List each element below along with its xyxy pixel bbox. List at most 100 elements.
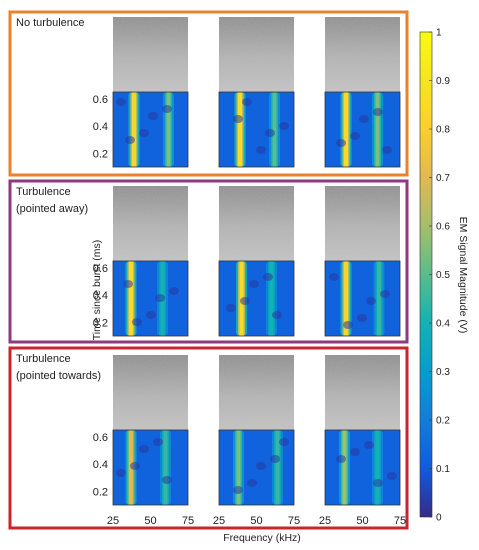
low-signal-spot — [272, 311, 282, 319]
condition-title-line: Turbulence — [16, 186, 71, 198]
frequency-band — [344, 261, 348, 336]
schlieren-image — [325, 186, 400, 261]
low-signal-spot — [263, 273, 273, 281]
y-axis-label: Time since burst (ms) — [91, 240, 103, 341]
x-tick-label: 50 — [144, 515, 156, 527]
schlieren-image — [219, 186, 294, 261]
low-signal-spot — [382, 146, 392, 154]
frequency-band — [375, 430, 380, 505]
condition-panels: No turbulence 0.6 0.4 0.2 Turbulence (pointed… — [8, 10, 409, 530]
y-tick-label: 0.4 — [93, 121, 108, 133]
schlieren-image — [325, 355, 400, 430]
x-tick-label: 75 — [288, 515, 300, 527]
condition-title: Turbulence (pointed away) — [16, 186, 88, 215]
colorbar-tick-label: 0.8 — [436, 125, 450, 136]
low-signal-spot — [279, 122, 289, 130]
frequency-band — [272, 92, 277, 167]
low-signal-spot — [329, 273, 339, 281]
y-tick-label: 0.6 — [93, 263, 108, 275]
low-signal-spot — [336, 455, 346, 463]
low-signal-spot — [139, 445, 149, 453]
colorbar-tick-label: 0.3 — [436, 367, 450, 378]
heatmap-background — [113, 92, 188, 167]
low-signal-spot — [226, 304, 236, 312]
condition-title-line: (pointed towards) — [16, 370, 101, 382]
low-signal-spot — [256, 146, 266, 154]
low-signal-spot — [139, 129, 149, 137]
y-tick-label: 0.4 — [93, 459, 108, 471]
low-signal-spot — [256, 462, 266, 470]
heatmap-border — [112, 91, 189, 168]
low-signal-spot — [233, 115, 243, 123]
schlieren-image — [219, 17, 294, 92]
x-axis-label: Frequency (kHz) — [223, 532, 301, 544]
heatmap-border — [218, 260, 295, 337]
condition-title: No turbulence — [16, 17, 85, 29]
spectrogram-heatmap — [219, 92, 294, 167]
low-signal-spot — [249, 280, 259, 288]
heatmap-border — [112, 429, 189, 506]
low-signal-spot — [233, 486, 243, 494]
frequency-band — [132, 92, 136, 167]
low-signal-spot — [279, 438, 289, 446]
heatmap-background — [113, 261, 188, 336]
low-signal-spot — [240, 297, 250, 305]
condition-panel: Turbulence (pointed away) 0.6 0.4 0.2 — [8, 179, 409, 344]
frequency-band — [166, 92, 171, 167]
low-signal-spot — [123, 280, 133, 288]
schlieren-image — [113, 17, 188, 92]
low-signal-spot — [132, 318, 142, 326]
colorbar-tick-label: 0.5 — [436, 270, 450, 281]
low-signal-spot — [146, 311, 156, 319]
low-signal-spot — [343, 321, 353, 329]
colorbar-tick-label: 0.6 — [436, 222, 450, 233]
frequency-band — [342, 430, 347, 505]
colorbar-tick-label: 0.7 — [436, 173, 450, 184]
spectrogram-heatmap — [219, 261, 294, 336]
schlieren-image — [113, 355, 188, 430]
condition-title: Turbulence (pointed towards) — [16, 353, 101, 382]
low-signal-spot — [359, 115, 369, 123]
low-signal-spot — [155, 294, 165, 302]
heatmap-background — [219, 92, 294, 167]
spectrogram-heatmap — [325, 430, 400, 505]
y-tick-label: 0.2 — [93, 486, 108, 498]
frequency-band — [269, 261, 274, 336]
colorbar-label: EM Signal Magnitude (V) — [457, 217, 469, 334]
low-signal-spot — [270, 455, 280, 463]
condition-title-line: No turbulence — [16, 17, 85, 29]
low-signal-spot — [242, 98, 252, 106]
low-signal-spot — [366, 297, 376, 305]
y-tick-label: 0.2 — [93, 317, 108, 329]
condition-panel: Turbulence (pointed towards) 0.6 0.4 0.2 25 50… — [8, 346, 409, 530]
heatmap-background — [113, 430, 188, 505]
condition-title-line: Turbulence — [16, 353, 71, 365]
spectrogram-heatmap — [325, 92, 400, 167]
x-tick-label: 50 — [250, 515, 262, 527]
condition-panel: No turbulence 0.6 0.4 0.2 — [8, 10, 409, 177]
low-signal-spot — [380, 290, 390, 298]
heatmap-border — [218, 429, 295, 506]
colorbar-tick-label: 0 — [436, 513, 442, 524]
low-signal-spot — [125, 136, 135, 144]
heatmap-border — [324, 91, 401, 168]
x-tick-label: 25 — [319, 515, 331, 527]
x-tick-label: 25 — [213, 515, 225, 527]
frequency-band — [238, 92, 242, 167]
low-signal-spot — [162, 105, 172, 113]
colorbar: 1 0.9 0.8 0.7 0.6 0.5 0.4 0.3 0.2 0.1 0 — [419, 28, 450, 524]
heatmap-background — [325, 92, 400, 167]
heatmap-border — [112, 260, 189, 337]
low-signal-spot — [373, 108, 383, 116]
colorbar-tick-label: 0.9 — [436, 76, 450, 87]
frequency-band — [377, 261, 381, 336]
low-signal-spot — [162, 476, 172, 484]
heatmap-border — [324, 429, 401, 506]
low-signal-spot — [247, 479, 257, 487]
low-signal-spot — [350, 132, 360, 140]
y-tick-label: 0.4 — [93, 290, 108, 302]
colorbar-tick-label: 0.1 — [436, 464, 450, 475]
spectrogram-heatmap — [113, 92, 188, 167]
heatmap-background — [325, 261, 400, 336]
